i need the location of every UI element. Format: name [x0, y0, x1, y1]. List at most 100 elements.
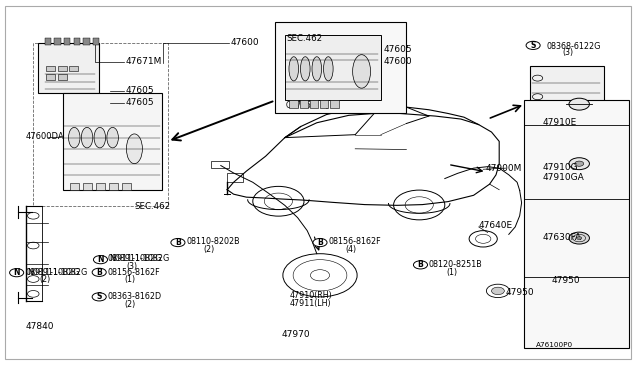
Bar — [70, 183, 79, 190]
Ellipse shape — [323, 57, 333, 81]
Text: 47600: 47600 — [230, 38, 259, 47]
Ellipse shape — [81, 128, 93, 148]
Text: (1): (1) — [125, 275, 136, 284]
Text: 08368-6122G: 08368-6122G — [547, 42, 601, 51]
Bar — [58, 74, 67, 80]
Bar — [275, 22, 406, 113]
Ellipse shape — [94, 128, 106, 148]
Circle shape — [171, 238, 185, 247]
Text: N: N — [97, 255, 104, 264]
Text: C0796-     ]: C0796- ] — [286, 100, 328, 109]
Ellipse shape — [127, 134, 143, 164]
Ellipse shape — [353, 55, 371, 88]
Text: 47671M: 47671M — [125, 57, 162, 66]
Text: 47900M: 47900M — [485, 164, 522, 173]
Bar — [300, 100, 308, 108]
Circle shape — [569, 232, 589, 244]
Text: 08120-8251B: 08120-8251B — [429, 260, 483, 269]
Text: 47600DA: 47600DA — [26, 132, 64, 141]
Bar — [64, 38, 70, 45]
Text: 47910(RH): 47910(RH) — [289, 291, 332, 300]
Text: 47630FA: 47630FA — [543, 233, 582, 242]
Bar — [63, 93, 162, 190]
Circle shape — [569, 98, 589, 110]
Text: 08110-8202B: 08110-8202B — [187, 237, 241, 246]
Text: 08911-1082G: 08911-1082G — [108, 254, 162, 263]
Bar — [524, 100, 629, 348]
Bar — [58, 66, 67, 71]
Text: N: N — [13, 268, 20, 277]
Text: 47911(LH): 47911(LH) — [289, 299, 331, 308]
Text: 47605: 47605 — [125, 98, 154, 107]
Text: SEC.462: SEC.462 — [134, 202, 170, 211]
Text: B: B — [175, 238, 180, 247]
Text: 47840: 47840 — [26, 322, 54, 331]
Circle shape — [569, 158, 589, 170]
Bar — [285, 35, 381, 100]
Ellipse shape — [107, 128, 118, 148]
Text: N08911-1082G: N08911-1082G — [109, 254, 169, 263]
Text: A76100P0: A76100P0 — [536, 342, 573, 348]
Ellipse shape — [301, 57, 310, 81]
Text: 47910G: 47910G — [543, 163, 579, 172]
Bar — [45, 38, 51, 45]
Text: 08156-8162F: 08156-8162F — [108, 268, 160, 277]
Text: 47605: 47605 — [384, 45, 413, 54]
Circle shape — [313, 238, 327, 247]
Text: SEC.462: SEC.462 — [286, 34, 322, 43]
Circle shape — [575, 161, 584, 166]
Circle shape — [413, 261, 428, 269]
Text: S: S — [97, 292, 102, 301]
Text: 47910GA: 47910GA — [543, 173, 584, 182]
Circle shape — [526, 41, 540, 49]
Bar — [330, 100, 339, 108]
Text: (3): (3) — [127, 262, 138, 271]
Text: 08156-8162F: 08156-8162F — [329, 237, 381, 246]
Bar — [46, 66, 55, 71]
Ellipse shape — [312, 57, 322, 81]
Bar — [83, 183, 92, 190]
Circle shape — [93, 256, 108, 264]
Text: (3): (3) — [562, 48, 573, 57]
Text: 47605: 47605 — [125, 86, 154, 94]
Text: 47910E: 47910E — [543, 118, 577, 127]
Text: B: B — [97, 268, 102, 277]
Circle shape — [577, 237, 582, 240]
Ellipse shape — [289, 57, 298, 81]
Text: (2): (2) — [40, 275, 51, 284]
Text: 47640E: 47640E — [479, 221, 513, 230]
Text: 47950: 47950 — [506, 288, 534, 296]
Text: (2): (2) — [204, 245, 215, 254]
Text: (2): (2) — [125, 300, 136, 309]
Bar — [96, 183, 105, 190]
Text: S: S — [531, 41, 536, 50]
Text: 47970: 47970 — [282, 330, 310, 339]
Circle shape — [92, 268, 106, 276]
Text: (4): (4) — [346, 245, 356, 254]
Bar — [227, 173, 243, 182]
Text: B: B — [418, 260, 423, 269]
Bar — [33, 43, 168, 206]
Bar — [74, 38, 80, 45]
Text: 08363-8162D: 08363-8162D — [108, 292, 162, 301]
Bar — [320, 100, 328, 108]
Bar — [289, 100, 298, 108]
Bar — [122, 183, 131, 190]
Text: B: B — [317, 238, 323, 247]
Circle shape — [492, 287, 504, 295]
Bar — [109, 183, 118, 190]
Bar — [530, 66, 604, 132]
Bar — [38, 43, 99, 93]
Text: 47950: 47950 — [552, 276, 580, 285]
Bar — [46, 74, 55, 80]
Bar — [310, 100, 318, 108]
Text: 47600: 47600 — [384, 57, 413, 66]
Bar — [69, 66, 78, 71]
Bar — [54, 38, 61, 45]
Circle shape — [10, 269, 24, 277]
Bar — [211, 161, 229, 168]
Text: 08911-1082G: 08911-1082G — [26, 268, 80, 277]
Ellipse shape — [68, 128, 80, 148]
Circle shape — [92, 293, 106, 301]
Text: (1): (1) — [446, 268, 457, 277]
